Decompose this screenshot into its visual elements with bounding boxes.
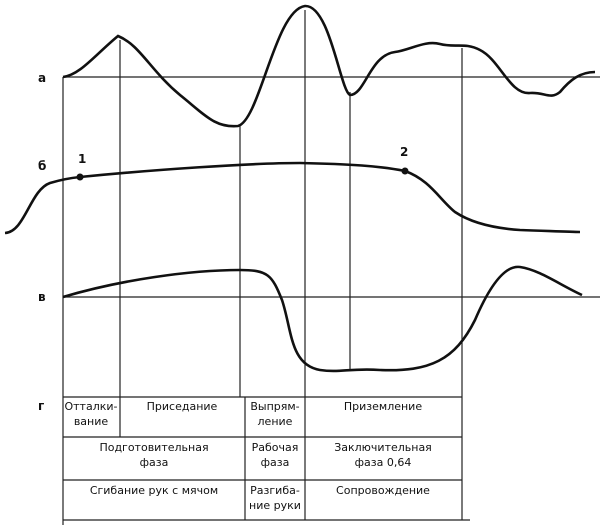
table: Отталки-вание Приседание Выпрям-ление Призе…: [64, 400, 431, 512]
point-label: 1: [78, 152, 86, 166]
axes: [62, 10, 600, 525]
table-cell-text: Сопровождение: [336, 484, 430, 497]
table-cell-text: Приземление: [344, 400, 422, 413]
curve-a: [62, 4, 596, 128]
point-2: [401, 167, 409, 175]
curve-v: [62, 265, 583, 373]
label-g: г: [38, 399, 44, 413]
label-b: б: [38, 159, 46, 173]
curve-b: [4, 161, 581, 235]
table-cell-text: Заключительная: [334, 441, 432, 454]
table-grid: [63, 396, 470, 521]
point-label: 2: [400, 145, 408, 159]
table-cell-text: ление: [258, 415, 293, 428]
label-a: а: [38, 71, 46, 85]
table-cell-text: Выпрям-: [250, 400, 299, 413]
table-cell-text: Подготовительная: [99, 441, 208, 454]
table-cell-text: Рабочая: [252, 441, 299, 454]
table-cell-text: ние руки: [249, 499, 301, 512]
table-cell-text: Приседание: [147, 400, 218, 413]
table-cell-text: фаза: [261, 456, 290, 469]
table-cell-text: фаза: [140, 456, 169, 469]
table-cell-text: вание: [74, 415, 109, 428]
table-cell-text: Отталки-: [64, 400, 117, 413]
table-cell-text: Разгиба-: [250, 484, 300, 497]
label-v: в: [38, 290, 46, 304]
table-cell-text: Сгибание рук с мячом: [90, 484, 218, 497]
table-cell-text: фаза 0,64: [355, 456, 412, 469]
point-1: [76, 173, 84, 181]
